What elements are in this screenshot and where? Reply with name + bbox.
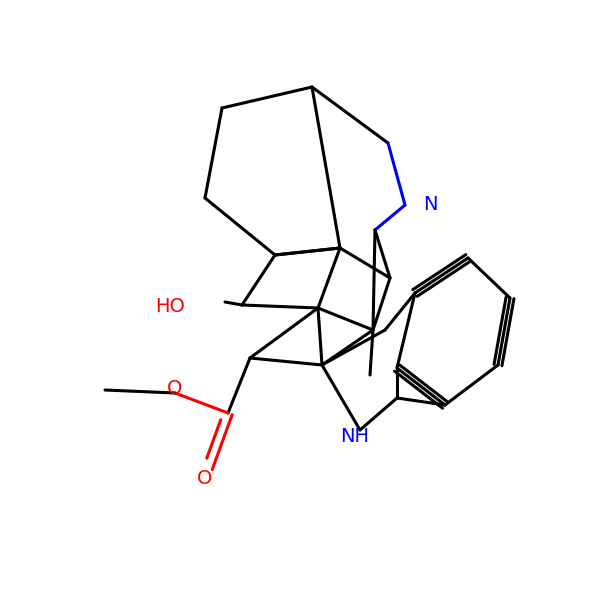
Text: NH: NH (341, 427, 370, 446)
Text: O: O (197, 469, 212, 487)
Text: O: O (167, 379, 182, 397)
Text: N: N (423, 196, 437, 214)
Text: HO: HO (155, 298, 185, 317)
